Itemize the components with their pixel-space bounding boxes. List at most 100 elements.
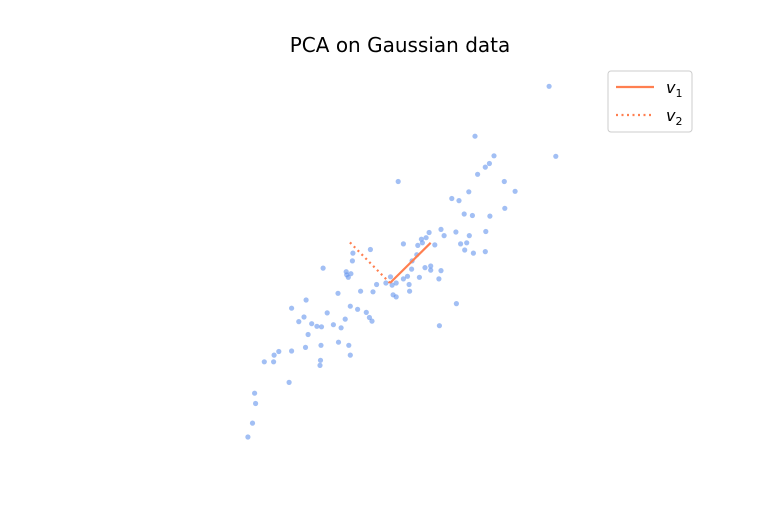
scatter-point bbox=[245, 434, 251, 440]
scatter-point bbox=[286, 379, 292, 385]
scatter-point bbox=[252, 390, 258, 396]
scatter-point bbox=[366, 314, 372, 321]
scatter-point bbox=[393, 280, 399, 286]
scatter-point bbox=[400, 276, 406, 282]
scatter-point bbox=[335, 339, 342, 345]
scatter-point bbox=[389, 282, 395, 288]
scatter-point bbox=[461, 211, 467, 217]
scatter-point bbox=[317, 357, 324, 363]
scatter-point bbox=[466, 189, 472, 195]
scatter-point bbox=[369, 318, 375, 324]
scatter-point bbox=[347, 303, 353, 309]
scatter-point bbox=[409, 266, 415, 272]
scatter-point bbox=[482, 164, 488, 170]
scatter-point bbox=[342, 316, 348, 322]
scatter-point bbox=[393, 294, 399, 300]
scatter-point bbox=[428, 263, 434, 269]
scatter-point bbox=[320, 265, 326, 271]
legend-label-v1-base: v bbox=[666, 78, 676, 97]
scatter-point bbox=[305, 331, 311, 338]
scatter-point bbox=[470, 250, 476, 256]
legend-label-v2: v2 bbox=[666, 106, 682, 128]
scatter-point bbox=[355, 306, 361, 312]
scatter-point bbox=[348, 271, 354, 277]
scatter-point bbox=[456, 198, 462, 204]
scatter-point bbox=[303, 297, 309, 303]
scatter-points bbox=[245, 83, 559, 440]
scatter-point bbox=[423, 235, 429, 241]
scatter-point bbox=[335, 290, 341, 296]
scatter-point bbox=[426, 229, 432, 236]
scatter-point bbox=[406, 281, 412, 288]
scatter-point bbox=[302, 344, 309, 350]
scatter-point bbox=[464, 240, 470, 246]
scatter-point bbox=[441, 233, 447, 239]
scatter-point bbox=[491, 153, 497, 159]
scatter-point bbox=[453, 229, 459, 235]
scatter-point bbox=[453, 301, 459, 307]
legend-label-v2-base: v bbox=[666, 106, 676, 125]
scatter-point bbox=[318, 324, 325, 330]
scatter-point bbox=[482, 249, 488, 255]
scatter-point bbox=[483, 228, 489, 235]
scatter-point bbox=[462, 247, 468, 253]
chart-title: PCA on Gaussian data bbox=[290, 33, 511, 57]
scatter-point bbox=[367, 246, 373, 253]
scatter-point bbox=[512, 188, 518, 194]
scatter-point bbox=[432, 242, 438, 248]
scatter-point bbox=[261, 359, 267, 365]
scatter-point bbox=[436, 323, 442, 329]
scatter-point bbox=[553, 153, 559, 159]
scatter-point bbox=[501, 178, 507, 185]
scatter-point bbox=[486, 160, 492, 167]
scatter-point bbox=[487, 213, 493, 219]
scatter-point bbox=[428, 267, 434, 273]
scatter-point bbox=[475, 171, 481, 177]
scatter-point bbox=[395, 178, 401, 185]
scatter-point bbox=[469, 212, 475, 219]
legend-label-v1: v1 bbox=[666, 78, 682, 100]
scatter-point bbox=[271, 352, 277, 358]
scatter-point bbox=[383, 280, 389, 286]
legend-label-v2-subscript: 2 bbox=[675, 115, 682, 128]
scatter-point bbox=[346, 342, 352, 348]
scatter-point bbox=[407, 288, 413, 294]
scatter-point bbox=[370, 289, 376, 295]
scatter-point bbox=[343, 269, 349, 275]
scatter-point bbox=[404, 273, 411, 279]
scatter-point bbox=[546, 83, 552, 89]
scatter-point bbox=[289, 348, 295, 354]
principal-vector-v1 bbox=[389, 242, 432, 284]
scatter-point bbox=[318, 342, 324, 348]
scatter-point bbox=[296, 319, 302, 325]
principal-vectors bbox=[349, 241, 432, 284]
scatter-point bbox=[449, 195, 455, 202]
scatter-point bbox=[253, 400, 259, 407]
scatter-point bbox=[358, 288, 364, 294]
scatter-point bbox=[289, 305, 295, 311]
scatter-point bbox=[419, 240, 425, 246]
scatter-point bbox=[276, 348, 282, 355]
scatter-point bbox=[438, 226, 444, 232]
scatter-point bbox=[502, 205, 508, 211]
scatter-point bbox=[436, 276, 442, 282]
scatter-point bbox=[314, 323, 320, 329]
scatter-point bbox=[338, 325, 344, 331]
scatter-point bbox=[416, 274, 422, 280]
legend-label-v1-subscript: 1 bbox=[675, 87, 682, 100]
scatter-point bbox=[350, 250, 356, 256]
scatter-point bbox=[400, 241, 406, 247]
scatter-point bbox=[301, 314, 307, 320]
scatter-point bbox=[363, 309, 369, 315]
scatter-point bbox=[438, 268, 444, 274]
scatter-point bbox=[249, 420, 256, 426]
scatter-point bbox=[466, 233, 472, 239]
scatter-point bbox=[387, 274, 394, 280]
scatter-point bbox=[349, 258, 355, 264]
scatter-point bbox=[458, 241, 464, 247]
scatter-point bbox=[415, 242, 421, 248]
legend: v1 v2 bbox=[607, 70, 693, 133]
scatter-point bbox=[422, 265, 428, 271]
scatter-point bbox=[271, 359, 277, 365]
